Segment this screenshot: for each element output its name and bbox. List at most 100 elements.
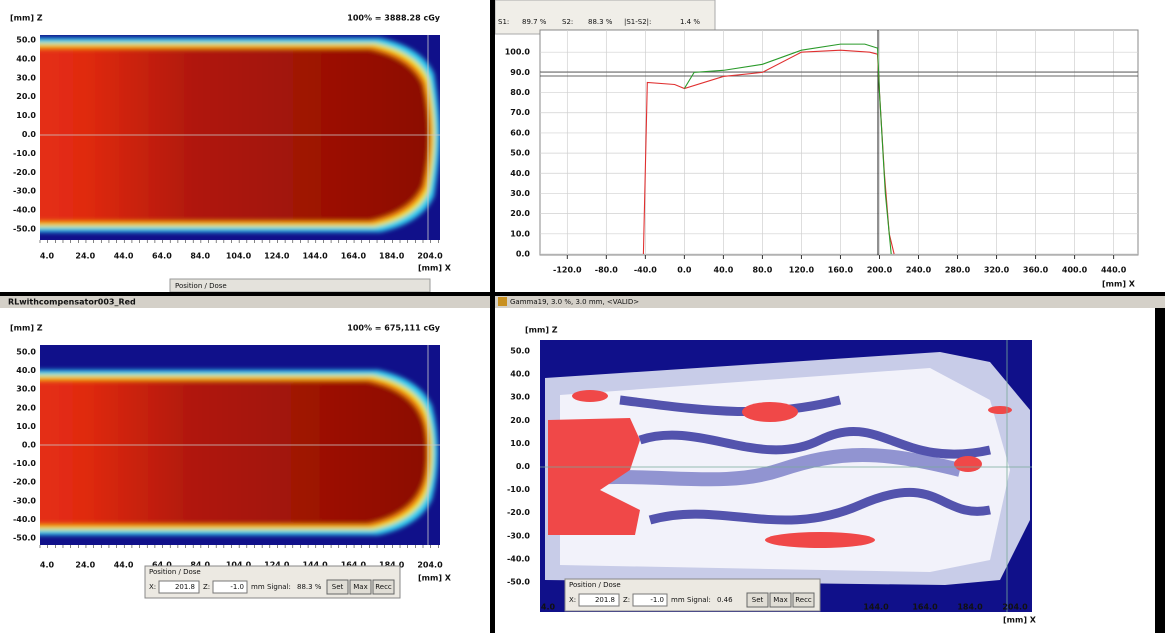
- y-tick-label: 0.0: [516, 249, 531, 258]
- button-label[interactable]: Recc: [375, 583, 392, 591]
- y-tick-label: 30.0: [510, 189, 530, 198]
- readout-text: 1.4 %: [680, 18, 700, 26]
- button-label[interactable]: Max: [773, 596, 787, 604]
- field-label: Z:: [203, 583, 210, 591]
- x-tick-label: 80.0: [753, 266, 773, 275]
- x-tick-label: 160.0: [828, 266, 854, 275]
- x-tick-label: 144.0: [302, 252, 328, 261]
- y-tick-label: 50.0: [16, 348, 36, 357]
- position-bar-label: Position / Dose: [175, 282, 227, 290]
- y-tick-label: -10.0: [13, 459, 36, 468]
- y-tick-label: 0.0: [516, 462, 531, 471]
- field-value: 88.3 %: [297, 583, 322, 591]
- axis-unit: [mm] X: [418, 264, 452, 273]
- button-label[interactable]: Recc: [795, 596, 812, 604]
- x-tick-label: 104.0: [226, 252, 252, 261]
- x-tick-label: 144.0: [863, 603, 889, 612]
- x-tick-label: 184.0: [957, 603, 983, 612]
- x-tick-label: 4.0: [40, 561, 55, 570]
- window-icon: [498, 297, 507, 306]
- y-tick-label: -10.0: [13, 149, 36, 158]
- y-tick-label: -30.0: [13, 496, 36, 505]
- y-tick-label: -20.0: [13, 168, 36, 177]
- y-tick-label: 20.0: [16, 92, 36, 101]
- x-tick-label: 204.0: [417, 252, 443, 261]
- button-label[interactable]: Set: [752, 596, 764, 604]
- y-tick-label: 70.0: [510, 108, 530, 117]
- button-label[interactable]: Set: [332, 583, 344, 591]
- x-tick-label: 204.0: [417, 561, 443, 570]
- x-tick-label: 360.0: [1023, 266, 1049, 275]
- y-tick-label: 40.0: [16, 54, 36, 63]
- gamma-fail: [572, 390, 608, 402]
- divider: [490, 0, 495, 633]
- y-tick-label: 80.0: [510, 88, 530, 97]
- x-tick-label: -40.0: [634, 266, 657, 275]
- divider: [0, 292, 1165, 296]
- x-tick-label: 64.0: [152, 252, 172, 261]
- x-tick-label: 164.0: [341, 252, 367, 261]
- axis-unit: [mm] Z: [10, 324, 43, 333]
- x-tick-label: 0.0: [677, 266, 692, 275]
- y-tick-label: 10.0: [510, 229, 530, 238]
- box-title: Position / Dose: [569, 581, 621, 589]
- x-tick-label: 200.0: [867, 266, 893, 275]
- x-tick-label: 24.0: [75, 252, 95, 261]
- y-tick-label: -50.0: [13, 225, 36, 234]
- gamma-fail: [742, 402, 798, 422]
- field-unit: mm: [251, 583, 265, 591]
- y-tick-label: 30.0: [16, 385, 36, 394]
- y-tick-label: -20.0: [13, 478, 36, 487]
- plot-area: [540, 30, 1138, 255]
- button-label[interactable]: Max: [353, 583, 367, 591]
- x-tick-label: 24.0: [75, 561, 95, 570]
- axis-unit: [mm] Z: [525, 326, 558, 335]
- axis-unit: [mm] X: [1003, 616, 1037, 625]
- field-label: X:: [149, 583, 156, 591]
- y-tick-label: 20.0: [510, 209, 530, 218]
- field-value: -1.0: [230, 583, 244, 591]
- readout-text: S1:: [498, 18, 509, 26]
- x-tick-label: 280.0: [945, 266, 971, 275]
- x-tick-label: -80.0: [595, 266, 618, 275]
- y-tick-label: -50.0: [507, 578, 530, 587]
- y-tick-label: -20.0: [507, 508, 530, 517]
- y-tick-label: 90.0: [510, 68, 530, 77]
- box-title: Position / Dose: [149, 568, 201, 576]
- y-tick-label: 100.0: [505, 48, 531, 57]
- x-tick-label: 124.0: [264, 252, 290, 261]
- field-label: Signal:: [267, 583, 291, 591]
- field-value: 0.46: [717, 596, 733, 604]
- readout-box: [495, 0, 715, 34]
- screen: Position / Dose RLwithcompensator003_Red…: [0, 0, 1165, 633]
- x-tick-label: 40.0: [714, 266, 734, 275]
- x-tick-label: 164.0: [912, 603, 938, 612]
- x-tick-label: 4.0: [541, 603, 556, 612]
- y-tick-label: 40.0: [16, 366, 36, 375]
- x-tick-label: 120.0: [789, 266, 815, 275]
- x-tick-label: 44.0: [114, 561, 134, 570]
- field-value: 201.8: [595, 596, 615, 604]
- gamma-fail: [954, 456, 982, 472]
- y-tick-label: 40.0: [510, 370, 530, 379]
- y-tick-label: -30.0: [507, 531, 530, 540]
- gamma-fail: [765, 532, 875, 548]
- y-tick-label: 20.0: [510, 416, 530, 425]
- x-tick-label: 440.0: [1101, 266, 1127, 275]
- y-tick-label: 30.0: [16, 73, 36, 82]
- field-label: Signal:: [687, 596, 711, 604]
- y-tick-label: 50.0: [16, 36, 36, 45]
- x-tick-label: 400.0: [1062, 266, 1088, 275]
- readout-text: 88.3 %: [588, 18, 613, 26]
- y-tick-label: 50.0: [510, 149, 530, 158]
- x-tick-label: 204.0: [1002, 603, 1028, 612]
- window-title: Gamma19, 3.0 %, 3.0 mm, <VALID>: [510, 298, 639, 306]
- x-tick-label: 4.0: [40, 252, 55, 261]
- y-tick-label: 30.0: [510, 393, 530, 402]
- norm-label: 100% = 3888.28 cGy: [347, 14, 441, 23]
- y-tick-label: -50.0: [13, 534, 36, 543]
- x-tick-label: 240.0: [906, 266, 932, 275]
- window-title: RLwithcompensator003_Red: [8, 298, 136, 307]
- y-tick-label: 10.0: [16, 422, 36, 431]
- y-tick-label: -40.0: [13, 515, 36, 524]
